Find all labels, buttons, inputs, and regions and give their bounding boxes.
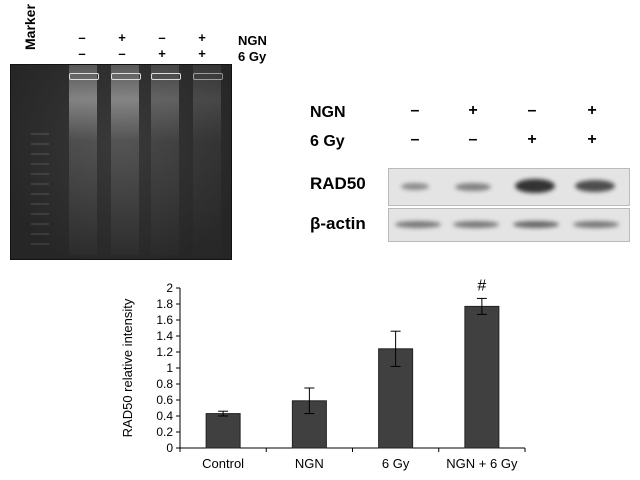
blot-ngn-sign: – — [410, 102, 420, 119]
y-tick-label: 0.6 — [156, 393, 173, 407]
x-tick-label: Control — [202, 456, 244, 471]
y-tick-label: 1.8 — [156, 297, 173, 311]
y-tick-label: 1.6 — [156, 313, 173, 327]
blot-6gy-sign: – — [468, 131, 478, 148]
blot-6gy-sign: – — [410, 131, 420, 148]
dna-gel-image — [10, 64, 232, 260]
gel-ngn-sign: + — [198, 30, 206, 45]
bar — [464, 305, 500, 449]
blot-ngn-sign: – — [527, 102, 537, 119]
x-tick-label: NGN + 6 Gy — [446, 456, 518, 471]
gel-ngn-label: NGN — [238, 33, 267, 48]
gel-ngn-sign: – — [158, 30, 166, 45]
actin-label: β-actin — [310, 214, 366, 233]
blot-6gy-sign: + — [527, 131, 537, 148]
rad50-blot — [388, 168, 630, 206]
y-tick-label: 0.4 — [156, 409, 173, 423]
blot-ngn-sign: + — [468, 102, 478, 119]
actin-blot — [388, 208, 630, 242]
y-tick-label: 0 — [166, 441, 173, 455]
x-tick-label: NGN — [295, 456, 324, 471]
y-tick-label: 1.2 — [156, 345, 173, 359]
gel-6gy-label: 6 Gy — [238, 49, 267, 64]
gel-ngn-sign: + — [118, 30, 126, 45]
gel-6gy-sign: + — [198, 46, 206, 61]
blot-ngn-label: NGN — [310, 104, 346, 121]
gel-6gy-sign: – — [78, 46, 86, 61]
significance-marker: # — [477, 277, 486, 294]
gel-6gy-sign: + — [158, 46, 166, 61]
y-tick-label: 1 — [166, 361, 173, 375]
y-axis-label: RAD50 relative intensity — [120, 298, 135, 437]
gel-6gy-sign: – — [118, 46, 126, 61]
rad50-label: RAD50 — [310, 174, 366, 193]
y-tick-label: 2 — [166, 281, 173, 295]
gel-ngn-sign: – — [78, 30, 86, 45]
blot-6gy-label: 6 Gy — [310, 133, 345, 150]
bar — [205, 413, 241, 449]
blot-6gy-sign: + — [587, 131, 597, 148]
x-tick-label: 6 Gy — [382, 456, 410, 471]
blot-ngn-sign: + — [587, 102, 597, 119]
y-tick-label: 0.2 — [156, 425, 173, 439]
y-tick-label: 0.8 — [156, 377, 173, 391]
y-tick-label: 1.4 — [156, 329, 173, 343]
